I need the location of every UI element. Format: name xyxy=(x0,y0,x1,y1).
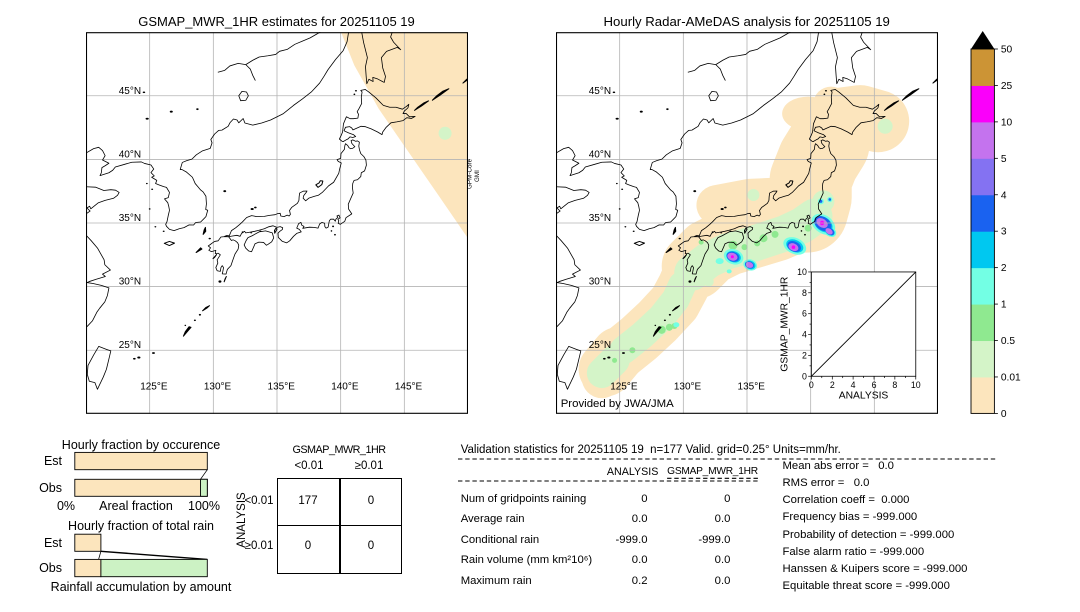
svg-text:GMI: GMI xyxy=(474,170,481,182)
svg-text:0: 0 xyxy=(802,371,807,381)
svg-text:10: 10 xyxy=(911,379,921,389)
svg-text:5: 5 xyxy=(1001,153,1007,164)
svg-text:2: 2 xyxy=(830,379,835,389)
svg-text:4: 4 xyxy=(1001,190,1007,201)
svg-text:45°N: 45°N xyxy=(589,85,611,96)
svg-text:GSMAP_MWR_1HR: GSMAP_MWR_1HR xyxy=(779,276,790,371)
svg-text:30°N: 30°N xyxy=(589,276,611,287)
svg-text:125°E: 125°E xyxy=(140,381,168,392)
svg-text:6: 6 xyxy=(802,308,807,318)
svg-text:1: 1 xyxy=(1001,299,1007,310)
svg-text:Provided by JWA/JMA: Provided by JWA/JMA xyxy=(561,398,674,410)
svg-text:35°N: 35°N xyxy=(118,212,140,223)
svg-text:10: 10 xyxy=(1001,117,1013,128)
svg-text:3: 3 xyxy=(1001,226,1007,237)
svg-text:GPM-Core: GPM-Core xyxy=(467,158,474,189)
svg-text:135°E: 135°E xyxy=(737,381,765,392)
svg-text:ANALYSIS: ANALYSIS xyxy=(839,390,889,401)
svg-text:4: 4 xyxy=(851,379,856,389)
svg-text:4: 4 xyxy=(802,329,807,339)
svg-text:0: 0 xyxy=(1001,408,1007,419)
svg-text:50: 50 xyxy=(1001,44,1013,55)
svg-text:130°E: 130°E xyxy=(674,381,702,392)
svg-text:145°E: 145°E xyxy=(394,381,422,392)
svg-text:40°N: 40°N xyxy=(589,149,611,160)
svg-text:8: 8 xyxy=(802,287,807,297)
svg-text:45°N: 45°N xyxy=(118,85,140,96)
svg-text:25°N: 25°N xyxy=(589,340,611,351)
svg-text:10: 10 xyxy=(797,266,807,276)
svg-text:35°N: 35°N xyxy=(589,212,611,223)
svg-text:2: 2 xyxy=(1001,263,1007,274)
svg-text:0.5: 0.5 xyxy=(1001,336,1015,347)
svg-text:135°E: 135°E xyxy=(267,381,295,392)
svg-text:140°E: 140°E xyxy=(331,381,359,392)
svg-text:6: 6 xyxy=(871,379,876,389)
svg-text:0: 0 xyxy=(809,379,814,389)
svg-text:40°N: 40°N xyxy=(118,149,140,160)
svg-text:25: 25 xyxy=(1001,81,1013,92)
svg-text:125°E: 125°E xyxy=(610,381,638,392)
svg-text:2: 2 xyxy=(802,350,807,360)
svg-text:30°N: 30°N xyxy=(118,276,140,287)
svg-text:25°N: 25°N xyxy=(118,340,140,351)
svg-text:8: 8 xyxy=(892,379,897,389)
svg-text:0.01: 0.01 xyxy=(1001,372,1021,383)
svg-text:130°E: 130°E xyxy=(203,381,231,392)
